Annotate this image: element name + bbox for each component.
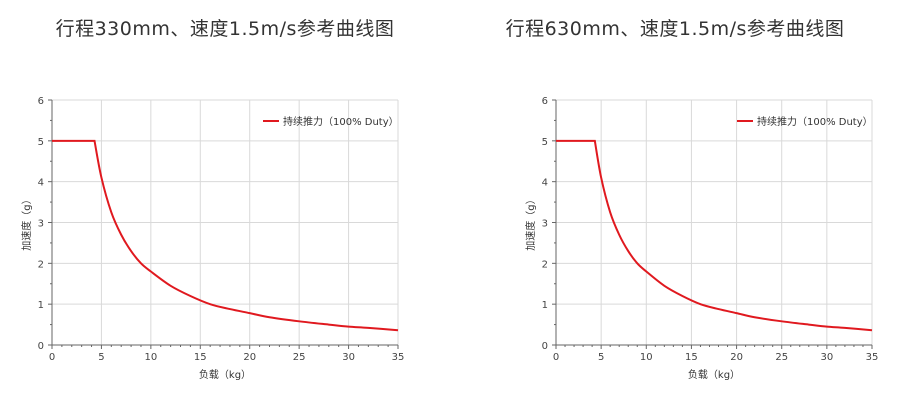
y-tick-label: 6 — [38, 96, 44, 107]
series-line-continuous-thrust — [52, 139, 399, 332]
x-tick-label: 35 — [392, 352, 405, 363]
y-axis-label: 加速度（g） — [20, 194, 33, 250]
x-tick-label: 35 — [866, 352, 879, 363]
x-tick-label: 30 — [820, 352, 833, 363]
x-tick-label: 30 — [342, 352, 355, 363]
y-tick-label: 4 — [542, 178, 548, 189]
y-tick-label: 6 — [542, 96, 548, 107]
x-tick-label: 20 — [730, 352, 743, 363]
y-tick-label: 2 — [38, 259, 44, 270]
legend-label: 持续推力（100% Duty） — [757, 115, 873, 128]
chart-panel-330mm: 行程330mm、速度1.5m/s参考曲线图 0 5 10 15 20 25 30 35 0 1 2 3… — [20, 18, 405, 381]
x-tick-label: 5 — [98, 352, 104, 363]
series-line-continuous-thrust — [556, 139, 873, 332]
chart-svg-330mm: 0 5 10 15 20 25 30 35 0 1 2 3 4 5 6 负载（kg） 加速度（g） 持续推力（10… — [20, 96, 405, 381]
chart-title: 行程630mm、速度1.5m/s参考曲线图 — [505, 18, 845, 40]
y-tick-label: 1 — [542, 300, 548, 311]
chart-panel-630mm: 行程630mm、速度1.5m/s参考曲线图 0 5 10 15 20 25 30 35 0 1 2 3… — [450, 0, 900, 400]
y-tick-label: 5 — [38, 137, 44, 148]
y-tick-label: 0 — [38, 341, 44, 352]
x-tick-label: 20 — [243, 352, 256, 363]
x-tick-label: 15 — [685, 352, 698, 363]
x-tick-label: 25 — [775, 352, 788, 363]
y-tick-label: 3 — [542, 219, 548, 230]
x-tick-label: 0 — [553, 352, 559, 363]
x-tick-label: 0 — [49, 352, 55, 363]
y-tick-label: 4 — [38, 178, 44, 189]
legend-label: 持续推力（100% Duty） — [283, 115, 399, 128]
x-tick-label: 5 — [598, 352, 604, 363]
chart-title: 行程330mm、速度1.5m/s参考曲线图 — [55, 18, 395, 40]
x-tick-label: 25 — [293, 352, 306, 363]
x-tick-label: 15 — [194, 352, 207, 363]
x-tick-label: 10 — [640, 352, 653, 363]
y-tick-label: 5 — [542, 137, 548, 148]
y-axis-label: 加速度（g） — [524, 194, 537, 250]
y-tick-label: 3 — [38, 219, 44, 230]
y-tick-label: 0 — [542, 341, 548, 352]
x-axis-label: 负载（kg） — [199, 368, 251, 381]
chart-svg-630mm: 0 5 10 15 20 25 30 35 0 1 2 3 4 5 6 负载（kg） 加速度（g） 持续推力（10… — [524, 96, 879, 381]
y-tick-label: 2 — [542, 259, 548, 270]
x-axis-label: 负载（kg） — [688, 368, 740, 381]
x-tick-label: 10 — [144, 352, 157, 363]
y-tick-label: 1 — [38, 300, 44, 311]
